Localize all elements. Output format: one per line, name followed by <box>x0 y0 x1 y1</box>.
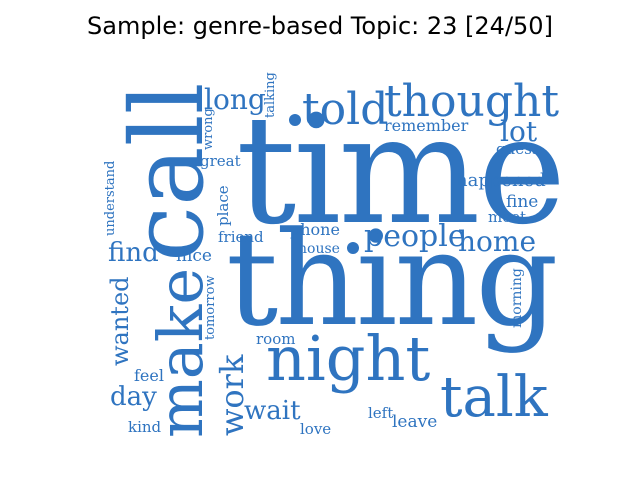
word-house: house <box>298 241 340 257</box>
word-morning: morning <box>509 268 525 328</box>
word-wrong: wrong <box>201 108 216 150</box>
word-people: people <box>364 219 466 254</box>
word-meet: meet <box>488 208 527 226</box>
word-tomorrow: tomorrow <box>203 275 218 340</box>
word-friend: friend <box>218 228 264 246</box>
word-guess: guess <box>496 140 540 158</box>
dot-people <box>347 242 359 254</box>
word-remember: remember <box>384 116 469 135</box>
word-find: find <box>108 238 159 268</box>
word-great: great <box>200 152 241 170</box>
word-home: home <box>458 225 537 258</box>
word-talking: talking <box>263 72 278 118</box>
word-leave: leave <box>392 412 438 432</box>
word-talk: talk <box>440 365 548 430</box>
word-nice: nice <box>176 246 212 266</box>
word-left: left <box>368 404 394 422</box>
word-wanted: wanted <box>106 276 134 366</box>
word-long: long <box>204 83 266 116</box>
word-thing: thing <box>226 203 558 355</box>
word-work: work <box>213 354 251 436</box>
word-told: told <box>302 84 389 135</box>
word-lot: lot <box>500 115 538 148</box>
word-feel: feel <box>134 366 164 385</box>
word-place: place <box>214 185 232 226</box>
word-thought: thought <box>384 76 560 127</box>
word-fine: fine <box>506 192 539 212</box>
word-night: night <box>266 322 431 395</box>
word-wait: wait <box>244 396 301 426</box>
word-kind: kind <box>128 418 162 436</box>
word-love: love <box>300 420 332 438</box>
word-room: room <box>256 330 296 348</box>
word-understand: understand <box>103 160 118 236</box>
figure-title: Sample: genre-based Topic: 23 [24/50] <box>87 12 553 40</box>
word-happened: happened <box>456 170 546 191</box>
word-day: day <box>110 382 157 412</box>
word-phone: phone <box>290 220 340 239</box>
dot-told <box>289 114 301 126</box>
